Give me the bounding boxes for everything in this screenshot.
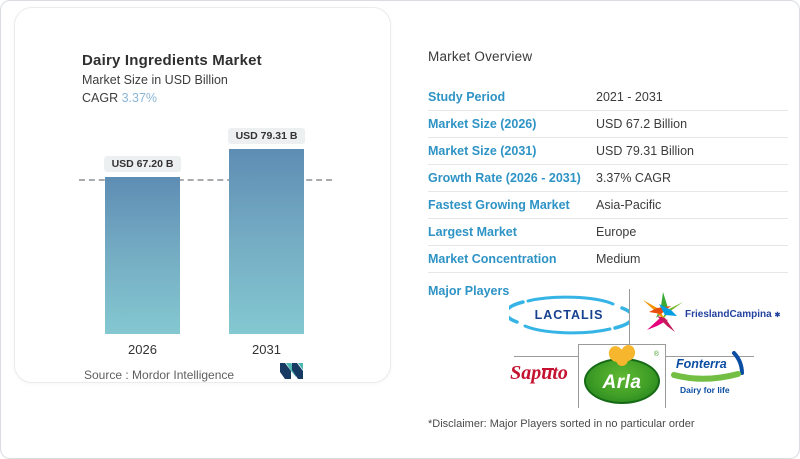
- frieslandcampina-logo-text: FrieslandCampina ✱: [685, 309, 781, 320]
- overview-row-label: Largest Market: [428, 225, 517, 239]
- x-axis-tick-label: 2026: [128, 342, 157, 357]
- chart-subtitle: Market Size in USD Billion: [82, 73, 228, 87]
- bar-chart: USD 67.20 B 2026 USD 79.31 B 2031: [15, 8, 390, 382]
- saputo-logo: Saputo: [504, 362, 574, 392]
- overview-table: Study Period 2021 - 2031 Market Size (2026…: [428, 84, 788, 273]
- overview-row: Market Concentration Medium: [428, 246, 788, 273]
- reference-dashed-line: [79, 179, 332, 181]
- cagr-label: CAGR: [82, 91, 122, 105]
- overview-row-label: Market Size (2031): [428, 144, 537, 158]
- fonterra-logo-text: Fonterra: [676, 357, 727, 371]
- bar-2026: [105, 177, 180, 334]
- frieslandcampina-mark-icon: ✱: [774, 312, 781, 319]
- source-attribution: Source : Mordor Intelligence: [84, 368, 235, 382]
- logo-grid-vertical-divider: [629, 289, 630, 344]
- overview-row-label: Growth Rate (2026 - 2031): [428, 171, 581, 185]
- overview-row: Growth Rate (2026 - 2031) 3.37% CAGR: [428, 165, 788, 192]
- saputo-macron: [542, 368, 554, 370]
- overview-row-value: Asia-Pacific: [596, 198, 662, 212]
- overview-row: Fastest Growing Market Asia-Pacific: [428, 192, 788, 219]
- disclaimer-text: *Disclaimer: Major Players sorted in no …: [428, 418, 695, 430]
- chart-title: Dairy Ingredients Market: [82, 52, 262, 69]
- arla-logo-text: Arla: [602, 372, 642, 393]
- saputo-logo-text: Saputo: [510, 362, 568, 384]
- overview-row-label: Fastest Growing Market: [428, 198, 570, 212]
- overview-row-value: 3.37% CAGR: [596, 171, 672, 185]
- lactalis-logo-text: LACTALIS: [534, 308, 604, 322]
- overview-row: Largest Market Europe: [428, 219, 788, 246]
- cagr-value: 3.37%: [121, 91, 158, 105]
- arla-registered-mark: ®: [653, 351, 659, 358]
- bar-value-label: USD 67.20 B: [103, 156, 182, 172]
- arla-flower-icon: [616, 353, 628, 366]
- bar-value-label: USD 79.31 B: [227, 128, 306, 144]
- overview-row: Market Size (2026) USD 67.2 Billion: [428, 111, 788, 138]
- bar-2031: [229, 149, 304, 334]
- overview-row-value: Europe: [596, 225, 637, 239]
- overview-row: Study Period 2021 - 2031: [428, 84, 788, 111]
- overview-row-label: Study Period: [428, 90, 506, 104]
- fonterra-logo: Fonterra Dairy for life: [668, 351, 752, 399]
- lactalis-logo: LACTALIS: [509, 295, 629, 335]
- overview-row-label: Market Concentration: [428, 252, 557, 266]
- overview-row-label: Market Size (2026): [428, 117, 537, 131]
- overview-title: Market Overview: [428, 49, 533, 64]
- frieslandcampina-logo: FrieslandCampina ✱: [639, 287, 780, 339]
- frieslandcampina-star-icon: [643, 292, 683, 332]
- overview-row-value: USD 67.2 Billion: [596, 117, 688, 131]
- mordor-intelligence-logo-icon: [280, 363, 303, 384]
- major-players-label: Major Players: [428, 284, 510, 298]
- overview-row-value: 2021 - 2031: [596, 90, 663, 104]
- chart-card: Dairy Ingredients Market Market Size in …: [14, 7, 391, 383]
- fonterra-tagline: Dairy for life: [680, 385, 730, 395]
- x-axis-tick-label: 2031: [252, 342, 281, 357]
- overview-row-value: USD 79.31 Billion: [596, 144, 694, 158]
- chart-cagr: CAGR 3.37%: [82, 91, 157, 105]
- logo-grid-left-divider: [514, 356, 578, 357]
- logo-grid-right-divider: [666, 356, 754, 357]
- arla-logo-box: Arla ®: [578, 343, 666, 408]
- overview-row-value: Medium: [596, 252, 641, 266]
- overview-row: Market Size (2031) USD 79.31 Billion: [428, 138, 788, 165]
